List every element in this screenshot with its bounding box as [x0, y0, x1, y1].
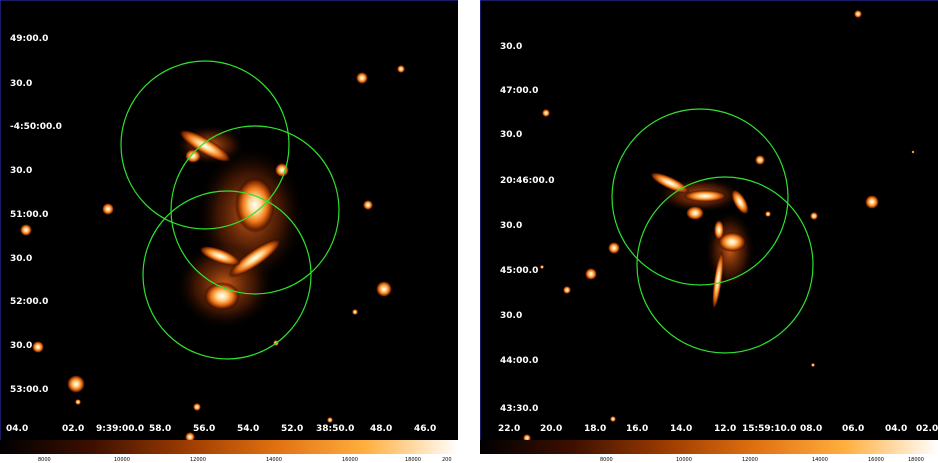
left-dec-label: 30.0 [10, 166, 32, 176]
right-ra-labels: 22.0 20.0 18.0 16.0 14.0 12.0 15:59:10.0… [498, 424, 938, 434]
right-ra-label: 02.0 [916, 424, 938, 434]
left-image-panel: 49:00.0 30.0 -4:50:00.0 30.0 51:00.0 30.… [0, 0, 458, 463]
right-dec-label: 30.0 [500, 130, 522, 140]
left-ra-labels: 04.0 02.0 9:39:00.0 58.0 56.0 54.0 52.0 … [6, 424, 436, 434]
left-region-circles [120, 60, 340, 360]
left-ra-label: 54.0 [237, 424, 259, 434]
left-ra-label: 38:50.0 [316, 424, 354, 434]
right-ra-label: 08.0 [800, 424, 822, 434]
right-colorbar-label: 18000 [908, 457, 924, 463]
right-ra-label: 18.0 [584, 424, 606, 434]
left-dec-label: 30.0 [10, 254, 32, 264]
right-ra-label: 12.0 [714, 424, 736, 434]
right-ra-label: 20.0 [540, 424, 562, 434]
left-colorbar-gradient [0, 440, 458, 454]
left-dec-labels: 49:00.0 30.0 -4:50:00.0 30.0 51:00.0 30.… [10, 34, 62, 395]
right-ra-label: 22.0 [498, 424, 520, 434]
right-colorbar-label: 12000 [742, 457, 758, 463]
left-dec-label: 51:00.0 [10, 210, 48, 220]
left-colorbar-label: 14000 [266, 457, 282, 463]
right-region-circles [611, 108, 814, 354]
right-region-circle-upper [611, 108, 789, 286]
left-point-sources [20, 65, 405, 442]
right-dec-label: 45:00.0 [500, 266, 538, 276]
left-colorbar: 8000 10000 12000 14000 16000 18000 200 [0, 440, 458, 463]
right-bright-sources [649, 172, 749, 310]
left-ra-label: 46.0 [414, 424, 436, 434]
right-dec-label: 30.0 [500, 221, 522, 231]
left-colorbar-label: 18000 [405, 457, 421, 463]
left-image-svg: 49:00.0 30.0 -4:50:00.0 30.0 51:00.0 30.… [0, 0, 458, 463]
left-ra-label: 9:39:00.0 [96, 424, 144, 434]
left-dec-label: 49:00.0 [10, 34, 48, 44]
right-ra-label: 14.0 [670, 424, 692, 434]
left-dec-label: 52:00.0 [10, 297, 48, 307]
right-colorbar: 8000 10000 12000 14000 16000 18000 [480, 440, 938, 463]
left-ra-label: 02.0 [62, 424, 84, 434]
left-region-circle-top [120, 60, 290, 230]
right-colorbar-gradient [480, 440, 938, 454]
right-colorbar-label: 14000 [812, 457, 828, 463]
right-image-panel: 30.0 47:00.0 30.0 20:46:00.0 30.0 45:00.… [480, 0, 938, 463]
left-region-circle-bottom [142, 190, 312, 360]
right-colorbar-label: 16000 [868, 457, 884, 463]
right-colorbar-label: 10000 [676, 457, 692, 463]
right-dec-label: 43:30.0 [500, 404, 538, 414]
left-colorbar-label: 16000 [342, 457, 358, 463]
right-ra-label: 04.0 [885, 424, 907, 434]
right-dec-label: 47:00.0 [500, 86, 538, 96]
left-ra-label: 04.0 [6, 424, 28, 434]
right-dec-label: 20:46:00.0 [500, 176, 554, 186]
right-image-background [480, 0, 938, 440]
left-dec-label: -4:50:00.0 [10, 122, 62, 132]
right-ra-label: 06.0 [842, 424, 864, 434]
right-dec-label: 30.0 [500, 42, 522, 52]
right-dec-labels: 30.0 47:00.0 30.0 20:46:00.0 30.0 45:00.… [500, 42, 554, 414]
left-region-circle-middle [170, 125, 340, 295]
left-ra-label: 52.0 [281, 424, 303, 434]
left-colorbar-label: 12000 [190, 457, 206, 463]
right-colorbar-label: 8000 [600, 457, 613, 463]
left-ra-label: 48.0 [370, 424, 392, 434]
left-colorbar-label: 8000 [38, 457, 51, 463]
right-region-circle-lower [636, 176, 814, 354]
right-ra-label: 16.0 [626, 424, 648, 434]
left-colorbar-label: 200 [442, 457, 452, 463]
right-ra-label: 15:59:10.0 [742, 424, 796, 434]
right-image-svg: 30.0 47:00.0 30.0 20:46:00.0 30.0 45:00.… [480, 0, 938, 463]
left-ra-label: 56.0 [193, 424, 215, 434]
right-dec-label: 44:00.0 [500, 356, 538, 366]
left-colorbar-label: 10000 [114, 457, 130, 463]
left-dec-label: 30.0 [10, 79, 32, 89]
left-dec-label: 53:00.0 [10, 385, 48, 395]
left-dec-label: 30.0 [10, 341, 32, 351]
right-dec-label: 30.0 [500, 311, 522, 321]
right-point-sources [523, 10, 915, 442]
left-ra-label: 58.0 [149, 424, 171, 434]
